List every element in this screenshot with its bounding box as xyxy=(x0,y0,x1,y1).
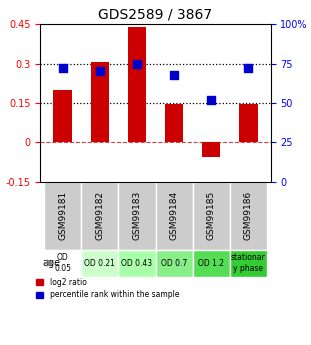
Text: OD 0.21: OD 0.21 xyxy=(84,258,115,267)
Text: GSM99186: GSM99186 xyxy=(244,191,253,240)
Text: age: age xyxy=(42,258,60,268)
Point xyxy=(134,61,139,66)
FancyBboxPatch shape xyxy=(118,249,156,277)
Text: OD 0.43: OD 0.43 xyxy=(121,258,152,267)
FancyBboxPatch shape xyxy=(44,249,81,277)
Text: stationar
y phase: stationar y phase xyxy=(231,253,266,273)
Point xyxy=(60,66,65,71)
Bar xyxy=(202,142,220,157)
Text: OD 0.7: OD 0.7 xyxy=(161,258,187,267)
Text: GSM99183: GSM99183 xyxy=(132,191,142,240)
Text: GSM99182: GSM99182 xyxy=(95,191,104,240)
FancyBboxPatch shape xyxy=(193,249,230,277)
Point xyxy=(246,66,251,71)
Title: GDS2589 / 3867: GDS2589 / 3867 xyxy=(99,8,212,22)
Point xyxy=(97,69,102,74)
Bar xyxy=(239,104,258,142)
FancyBboxPatch shape xyxy=(118,182,156,249)
Bar xyxy=(53,90,72,142)
Text: GSM99181: GSM99181 xyxy=(58,191,67,240)
Text: GSM99185: GSM99185 xyxy=(207,191,216,240)
Text: GSM99184: GSM99184 xyxy=(169,191,179,240)
Bar xyxy=(91,62,109,142)
FancyBboxPatch shape xyxy=(44,182,81,249)
FancyBboxPatch shape xyxy=(81,182,118,249)
FancyBboxPatch shape xyxy=(156,182,193,249)
FancyBboxPatch shape xyxy=(156,249,193,277)
FancyBboxPatch shape xyxy=(230,182,267,249)
Point xyxy=(209,97,214,102)
Bar xyxy=(128,27,146,142)
Text: OD 1.2: OD 1.2 xyxy=(198,258,224,267)
Legend: log2 ratio, percentile rank within the sample: log2 ratio, percentile rank within the s… xyxy=(33,275,182,303)
FancyBboxPatch shape xyxy=(193,182,230,249)
Point xyxy=(172,72,177,77)
FancyBboxPatch shape xyxy=(81,249,118,277)
Bar xyxy=(165,104,183,142)
FancyBboxPatch shape xyxy=(230,249,267,277)
Text: OD
0.05: OD 0.05 xyxy=(54,253,71,273)
